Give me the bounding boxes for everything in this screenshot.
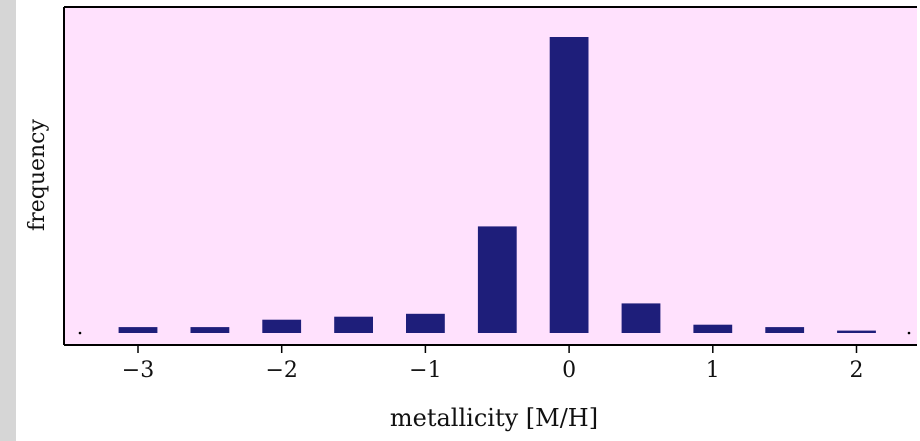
bar xyxy=(190,327,230,333)
bar xyxy=(621,303,661,333)
bar xyxy=(549,37,589,333)
x-axis-label: metallicity [M/H] xyxy=(390,404,598,432)
x-tick-label: 1 xyxy=(706,358,720,383)
x-tick-label: −3 xyxy=(122,358,154,383)
bar xyxy=(262,319,302,333)
x-tick-label: 0 xyxy=(562,358,576,383)
bar xyxy=(693,324,733,333)
baseline-dot xyxy=(78,331,82,335)
bar xyxy=(334,316,373,333)
y-axis-label: frequency xyxy=(25,118,50,230)
baseline-markers xyxy=(78,331,911,335)
axes xyxy=(63,6,917,346)
x-tick-label: 2 xyxy=(850,358,864,383)
baseline-dot xyxy=(907,331,911,335)
x-tick-label: −2 xyxy=(265,358,297,383)
bar xyxy=(765,327,805,333)
x-tick-label: −1 xyxy=(409,358,441,383)
bar xyxy=(118,327,158,333)
bar xyxy=(837,330,876,333)
bar-series xyxy=(118,37,876,333)
left-margin-strip xyxy=(0,0,16,441)
bar xyxy=(406,313,445,333)
x-axis-ticks: −3 −2 −1 0 1 2 xyxy=(122,345,864,383)
bar xyxy=(477,226,517,333)
